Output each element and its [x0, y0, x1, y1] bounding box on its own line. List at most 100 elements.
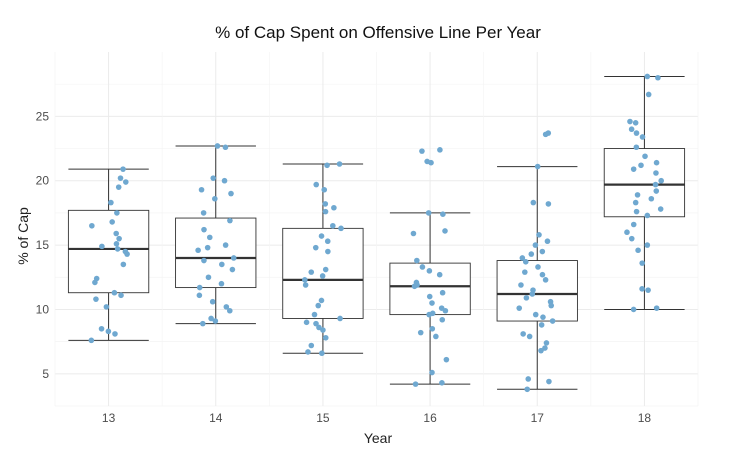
data-point — [526, 333, 533, 340]
data-point — [639, 260, 645, 266]
data-point — [539, 271, 546, 278]
data-point — [523, 295, 530, 301]
data-point — [196, 292, 203, 299]
chart-title: % of Cap Spent on Offensive Line Per Yea… — [215, 23, 541, 42]
data-point — [312, 244, 319, 251]
data-point — [655, 74, 661, 81]
data-point — [543, 340, 550, 346]
data-point — [539, 248, 546, 255]
data-point — [316, 324, 322, 331]
data-point — [218, 280, 225, 287]
data-point — [653, 170, 659, 176]
data-point — [230, 255, 237, 261]
y-axis-title: % of Cap — [15, 207, 31, 265]
data-point — [639, 134, 646, 140]
data-point — [315, 302, 322, 309]
data-point — [331, 204, 337, 211]
data-point — [111, 289, 118, 296]
data-point — [639, 286, 645, 292]
y-tick-label: 20 — [36, 174, 50, 188]
jitter-points — [88, 73, 665, 393]
data-point — [115, 184, 122, 190]
data-point — [634, 192, 641, 198]
data-point — [226, 307, 233, 314]
data-point — [442, 307, 449, 314]
data-point — [88, 337, 95, 344]
data-point — [653, 188, 660, 194]
data-point — [525, 376, 532, 382]
data-point — [426, 268, 433, 274]
data-point — [437, 147, 443, 153]
data-point — [229, 266, 236, 273]
data-point — [630, 306, 637, 313]
data-point — [439, 380, 445, 386]
iqr-box — [496, 260, 578, 322]
data-point — [313, 320, 319, 327]
data-point — [410, 230, 417, 237]
data-point — [98, 325, 105, 332]
data-point — [212, 195, 218, 202]
data-point — [227, 217, 233, 224]
data-point — [439, 289, 446, 296]
data-point — [336, 161, 343, 167]
iqr-box — [175, 217, 257, 289]
data-point — [337, 315, 343, 322]
x-tick-label: 18 — [638, 411, 652, 425]
data-point — [545, 201, 552, 207]
data-point — [642, 153, 648, 160]
data-point — [633, 208, 640, 215]
data-point — [429, 325, 436, 332]
data-point — [302, 282, 309, 288]
data-point — [644, 242, 651, 248]
data-point — [630, 221, 637, 228]
data-point — [302, 277, 308, 283]
data-point — [208, 315, 214, 322]
data-point — [411, 283, 418, 290]
data-point — [520, 331, 526, 337]
data-point — [645, 287, 651, 293]
data-point — [114, 246, 121, 252]
data-point — [108, 199, 114, 206]
data-point — [113, 230, 119, 237]
data-point — [318, 233, 325, 239]
data-point — [308, 342, 315, 349]
data-point — [318, 297, 325, 304]
data-point — [439, 316, 446, 323]
data-point — [313, 181, 320, 188]
data-point — [542, 131, 549, 138]
data-point — [628, 126, 635, 133]
data-point — [542, 345, 548, 351]
data-point — [89, 222, 95, 229]
data-point — [112, 331, 118, 337]
x-tick-label: 17 — [531, 411, 545, 425]
data-point — [103, 304, 110, 310]
data-point — [320, 327, 326, 333]
iqr-box — [603, 148, 686, 218]
data-point — [426, 293, 433, 300]
x-axis-title: Year — [364, 430, 393, 446]
data-point — [319, 273, 326, 279]
data-point — [429, 369, 435, 376]
data-point — [214, 143, 221, 149]
data-point — [635, 247, 641, 254]
data-point — [322, 266, 329, 273]
data-point — [322, 334, 329, 341]
data-point — [223, 304, 230, 310]
data-point — [305, 349, 311, 355]
data-point — [426, 311, 432, 318]
data-point — [536, 231, 542, 238]
data-point — [546, 378, 552, 385]
data-point — [93, 296, 99, 302]
data-point — [204, 244, 211, 251]
data-point — [624, 229, 630, 236]
data-point — [303, 319, 310, 326]
data-point — [535, 264, 541, 270]
y-tick-label: 10 — [36, 302, 50, 316]
data-point — [99, 243, 105, 250]
data-point — [440, 211, 446, 217]
data-point — [542, 277, 549, 283]
data-point — [206, 234, 213, 241]
x-tick-label: 13 — [102, 411, 116, 425]
data-point — [524, 386, 531, 393]
data-point — [544, 238, 551, 245]
